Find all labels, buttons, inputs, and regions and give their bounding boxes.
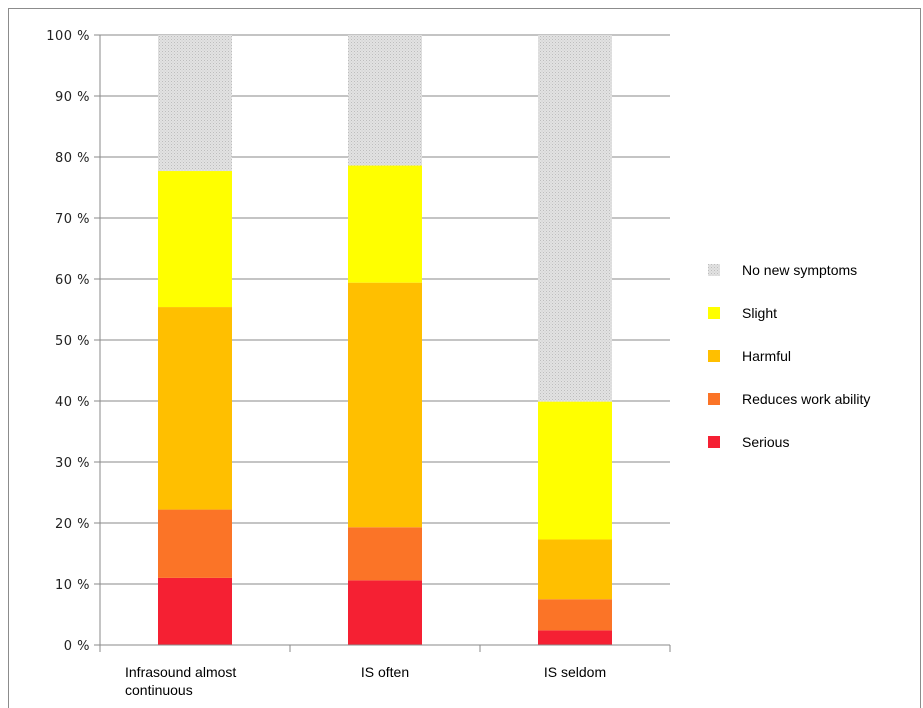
bar-segment-reduces-work-ability	[348, 527, 422, 581]
y-tick-label: 30 %	[55, 456, 90, 471]
legend-label: No new symptoms	[742, 262, 857, 278]
y-tick-label: 0 %	[64, 639, 90, 654]
bar-segment-slight	[158, 171, 232, 308]
bar-segment-slight	[348, 165, 422, 283]
y-tick-label: 70 %	[55, 212, 90, 227]
y-tick-label: 80 %	[55, 151, 90, 166]
legend-swatch-serious	[708, 436, 720, 448]
bar-segment-serious	[538, 630, 612, 645]
y-tick-label: 90 %	[55, 90, 90, 105]
legend-label: Slight	[742, 305, 777, 321]
x-axis-labels: Infrasound almost continuous IS often IS se…	[125, 664, 606, 698]
legend-swatch-slight	[708, 307, 720, 319]
bar-segment-no-new-symptoms	[538, 35, 612, 402]
bar-segment-serious	[158, 577, 232, 645]
y-tick-label: 10 %	[55, 578, 90, 593]
y-tick-label: 20 %	[55, 517, 90, 532]
bar-segment-serious	[348, 580, 422, 645]
legend-swatch-reduces-work-ability	[708, 393, 720, 405]
legend-label: Harmful	[742, 348, 791, 364]
bar-segment-slight	[538, 401, 612, 540]
bars	[158, 35, 612, 645]
y-tick-label: 100 %	[46, 29, 90, 44]
legend: No new symptoms Slight Harmful Reduces work…	[708, 262, 870, 450]
bar-segment-reduces-work-ability	[538, 599, 612, 631]
x-category-label: Infrasound almost continuous	[125, 664, 236, 698]
legend-swatch-no-new-symptoms	[708, 264, 720, 276]
x-category-label: IS seldom	[544, 664, 606, 680]
y-tick-label: 40 %	[55, 395, 90, 410]
y-axis-ticks: 0 % 10 % 20 % 30 % 40 % 50 % 60 % 70 % 80 % 90 % 1…	[46, 29, 100, 654]
legend-swatch-harmful	[708, 350, 720, 362]
y-tick-label: 60 %	[55, 273, 90, 288]
y-tick-label: 50 %	[55, 334, 90, 349]
bar-segment-no-new-symptoms	[348, 35, 422, 166]
legend-label: Serious	[742, 434, 789, 450]
bar-segment-no-new-symptoms	[158, 35, 232, 172]
bar-segment-harmful	[538, 539, 612, 600]
bar-segment-reduces-work-ability	[158, 509, 232, 578]
legend-label: Reduces work ability	[742, 391, 870, 407]
x-category-label: IS often	[361, 664, 409, 680]
bar-segment-harmful	[158, 307, 232, 510]
bar-segment-harmful	[348, 282, 422, 528]
